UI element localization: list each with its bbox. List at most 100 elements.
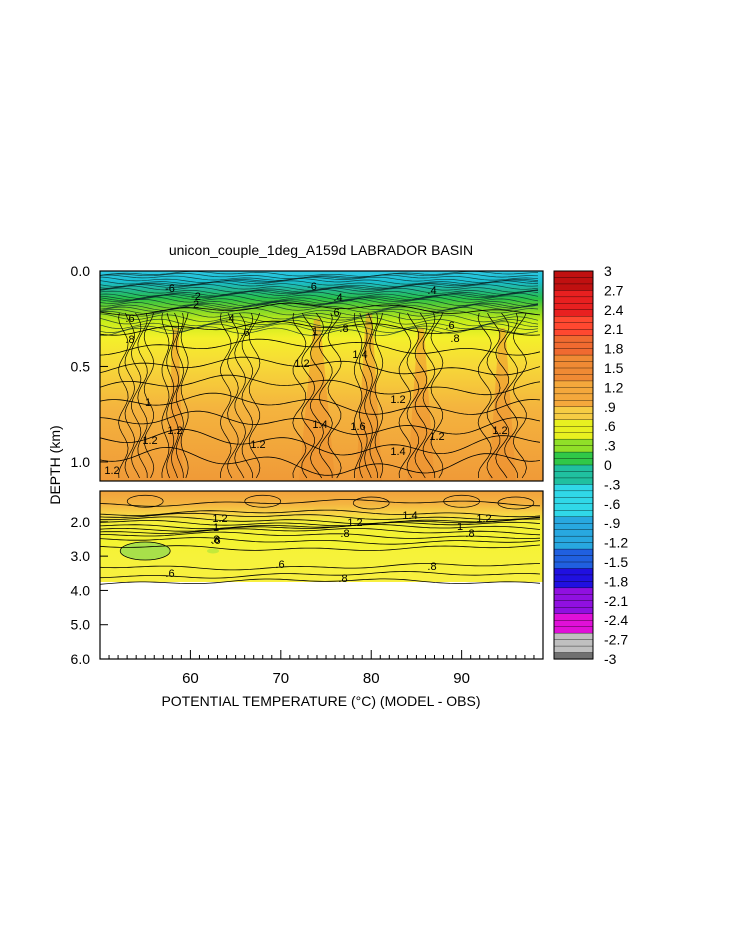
contour-label: .6 [125, 313, 134, 325]
contour-line [180, 312, 189, 479]
contour-line [100, 563, 541, 571]
contour-line [100, 326, 539, 337]
lower-contour-labels: 1.21.81.21.411.2.8.8.6.6.6.8.8 [165, 510, 491, 585]
colorbar-bin [553, 309, 594, 317]
upper-panel: -6-22.4.6.81.6.4.6.8.6.811.21.21.21.21.4… [99, 270, 544, 482]
colorbar-bin [553, 406, 594, 414]
colorbar-bin [553, 283, 594, 291]
colorbar-bin [553, 354, 594, 363]
colorbar-bin [553, 561, 594, 570]
colorbar-bin [553, 535, 594, 544]
colorbar-bin [553, 316, 594, 324]
contour-line [504, 312, 519, 479]
colorbar-bin [553, 361, 594, 369]
contour-line [364, 312, 373, 479]
contour-line [100, 272, 539, 279]
contour-line [100, 291, 539, 299]
upper-contour-labels: -6-22.4.6.81.6.4.6.8.6.811.21.21.21.21.4… [104, 281, 507, 477]
contour-label: 1.2 [476, 513, 491, 525]
contour-label: 1 [457, 521, 463, 533]
contour-label: 1.4 [390, 446, 405, 458]
y-tick-label: 6.0 [71, 651, 91, 667]
contour-line [352, 496, 390, 510]
colorbar-bin [553, 329, 594, 337]
colorbar-label: .9 [604, 399, 616, 415]
colorbar-bin [553, 503, 594, 511]
colorbar-label: 3 [604, 263, 612, 279]
contour-label: 1.4 [352, 349, 367, 361]
contour-line [100, 300, 539, 309]
colorbar-bin [553, 458, 594, 466]
contour-line [100, 296, 539, 305]
contour-line [100, 274, 539, 281]
colorbar-bin [553, 632, 594, 641]
colorbar-bin [553, 607, 594, 615]
contour-line [477, 312, 492, 479]
contour-line [248, 312, 261, 479]
y-tick-label: 4.0 [71, 582, 91, 598]
colorbar-bin [553, 426, 594, 434]
contour-label: 1.2 [250, 439, 265, 451]
y-tick-label: 0.0 [71, 263, 91, 279]
x-tick-label: 60 [182, 670, 199, 687]
contour-line [100, 319, 539, 330]
y-tick-label: 0.5 [71, 358, 91, 374]
colorbar-bin [553, 348, 594, 356]
contour-line [430, 312, 444, 479]
colorbar-bin [553, 270, 594, 279]
colorbar-label: -.3 [604, 476, 621, 492]
contour-line [219, 312, 232, 479]
contour-label: 1.2 [104, 465, 119, 477]
contour-line [244, 494, 282, 508]
y-axis-label: DEPTH (km) [47, 425, 63, 504]
contour-label: .6 [330, 307, 339, 319]
contour-line [359, 312, 368, 479]
contour-label: 1.2 [492, 425, 507, 437]
colorbar-label: -.9 [604, 515, 621, 531]
contour-label: .8 [450, 333, 459, 345]
contour-line [227, 312, 239, 479]
contour-line [100, 276, 539, 283]
contour-line [414, 312, 428, 479]
contour-line [406, 312, 420, 479]
colorbar-label: -2.1 [604, 593, 628, 609]
contour-line [100, 310, 539, 320]
colorbar-label: -2.4 [604, 612, 628, 628]
x-tick-label: 70 [272, 670, 289, 687]
contour-line [100, 499, 541, 507]
colorbar-bin [553, 471, 594, 479]
contour-line [126, 494, 164, 508]
contour-line [100, 316, 539, 327]
colorbar-label: .6 [604, 418, 616, 434]
colorbar-label: -.6 [604, 496, 621, 512]
contour-label: .6 [165, 568, 174, 580]
contour-label: 1.2 [390, 394, 405, 406]
contour-label: .4 [333, 292, 342, 304]
y-tick-label: 3.0 [71, 548, 91, 564]
contour-line [100, 294, 539, 303]
contour-label: .6 [240, 327, 249, 339]
y-tick-label: 5.0 [71, 617, 91, 633]
contour-label: 1.4 [312, 419, 327, 431]
colorbar-bin [553, 652, 594, 660]
colorbar: 3 2.7 2.4 2.1 1.8 1.5 1.2 .9 .6 .3 0 -.3 -.6 -.9 -1.2 -… [553, 263, 628, 667]
colorbar-bin [553, 497, 594, 505]
colorbar-bin [553, 387, 594, 395]
colorbar-bin [553, 419, 594, 427]
colorbar-bin [553, 645, 594, 654]
lower-contours [100, 494, 543, 659]
contour-label: 2 [193, 299, 199, 311]
colorbar-bin [553, 400, 594, 408]
colorbar-bin [553, 516, 594, 524]
contour-label: 1.2 [294, 358, 309, 370]
colorbar-label: 0 [604, 457, 612, 473]
contour-label: 1.2 [347, 517, 362, 529]
colorbar-label: .3 [604, 438, 616, 454]
colorbar-bin [553, 600, 594, 608]
contour-line [318, 312, 333, 479]
colorbar-frame [553, 270, 594, 660]
contour-line [100, 537, 541, 545]
contour-label: .8 [339, 323, 348, 335]
contour-label: 1.2 [142, 435, 157, 447]
contour-label: .6 [445, 320, 454, 332]
